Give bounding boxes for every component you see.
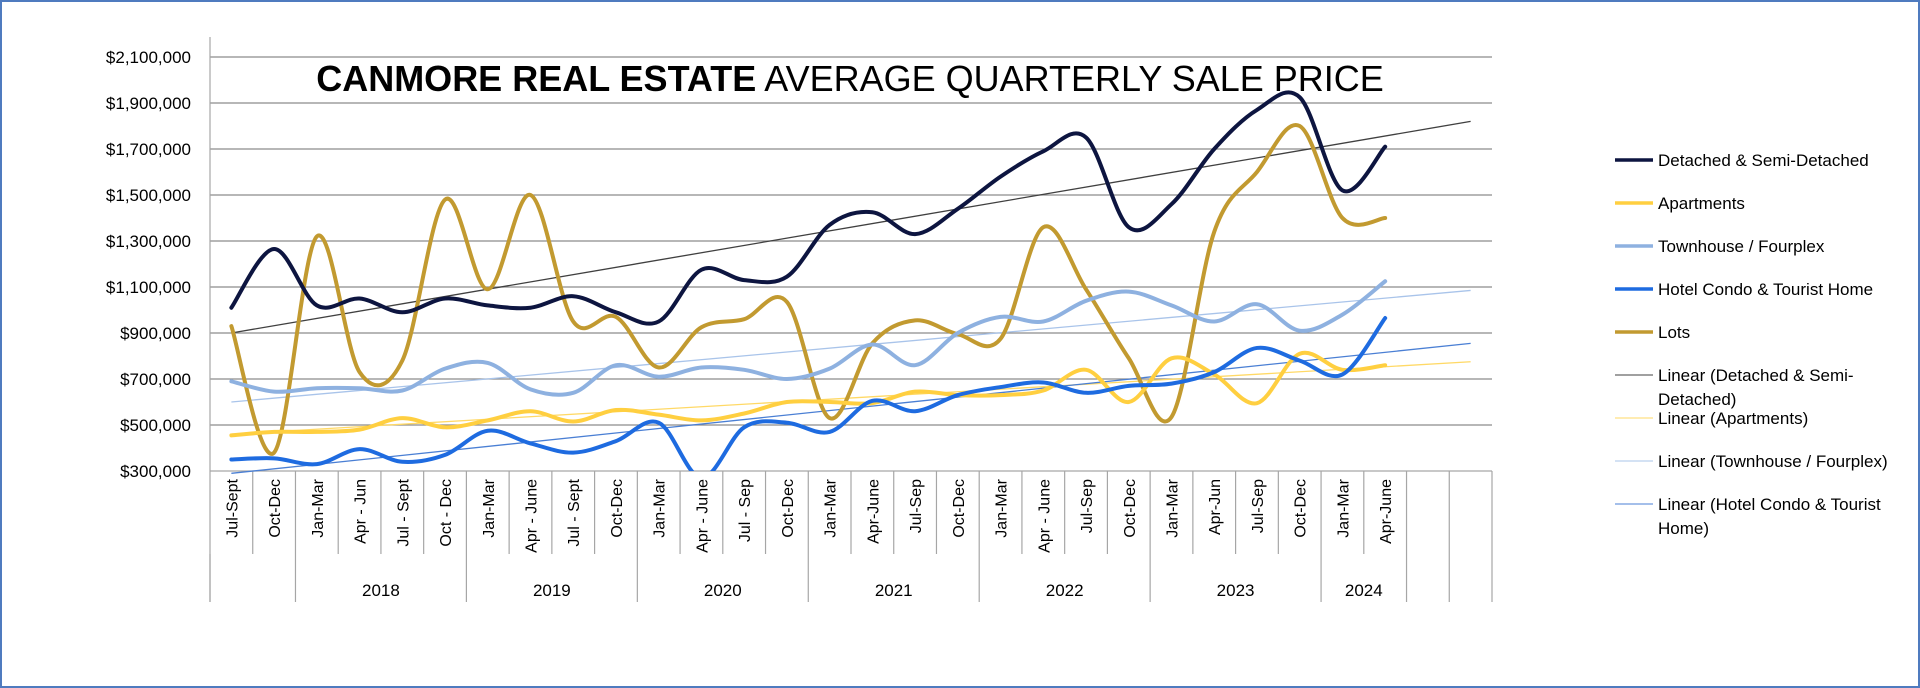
legend-label: Linear (Townhouse / Fourplex): [1658, 452, 1888, 471]
legend-label: Linear (Hotel Condo & Tourist: [1658, 495, 1881, 514]
x-tick-label: Oct-Dec: [951, 479, 968, 538]
year-label: 2023: [1217, 581, 1255, 600]
y-tick-label: $1,100,000: [106, 278, 191, 297]
year-label: 2018: [362, 581, 400, 600]
legend-label: Linear (Apartments): [1658, 409, 1808, 428]
y-tick-label: $1,300,000: [106, 232, 191, 251]
x-tick-label: Oct-Dec: [267, 479, 284, 538]
legend-label: Hotel Condo & Tourist Home: [1658, 280, 1873, 299]
x-tick-label: Jul-Sept: [224, 478, 241, 537]
legend-label: Detached): [1658, 390, 1736, 409]
x-tick-label: Jul-Sep: [1079, 479, 1096, 533]
x-tick-label: Oct-Dec: [780, 479, 797, 538]
x-axis: Jul-Sept Oct-Dec Jan-Mar Apr - Jun Jul - Sep…: [209, 37, 1493, 602]
legend-label: Home): [1658, 519, 1709, 538]
y-tick-label: $700,000: [120, 370, 191, 389]
year-label: 2019: [533, 581, 571, 600]
year-label: 2024: [1345, 581, 1383, 600]
y-tick-label: $900,000: [120, 324, 191, 343]
x-tick-label: Apr-June: [1378, 479, 1395, 544]
series-line: [229, 90, 1388, 326]
y-tick-label: $500,000: [120, 416, 191, 435]
x-tick-label: Oct-Dec: [609, 479, 626, 538]
legend-label: Lots: [1658, 323, 1690, 342]
legend-label: Linear (Detached & Semi-: [1658, 366, 1854, 385]
x-tick-label: Jan-Mar: [1335, 478, 1352, 537]
x-tick-label: Apr - Jun: [353, 479, 370, 544]
chart-title-rest: AVERAGE QUARTERLY SALE PRICE: [756, 58, 1384, 99]
legend-label: Detached & Semi-Detached: [1658, 151, 1869, 170]
series-line: [229, 123, 1388, 456]
x-tick-label: Jan-Mar: [652, 478, 669, 537]
y-axis: $300,000 $500,000 $700,000 $900,000 $1,100,0…: [106, 48, 191, 481]
x-tick-label: Jul-Sep: [908, 479, 925, 533]
legend-label: Townhouse / Fourplex: [1658, 237, 1825, 256]
x-tick-label: Apr - June: [694, 479, 711, 553]
trendline: [231, 120, 1471, 334]
x-tick-label: Jan-Mar: [481, 478, 498, 537]
year-label: 2020: [704, 581, 742, 600]
x-tick-label: Oct-Dec: [1293, 479, 1310, 538]
y-tick-label: $1,700,000: [106, 140, 191, 159]
x-tick-label: Oct-Dec: [1122, 479, 1139, 538]
x-tick-label: Jan-Mar: [1165, 478, 1182, 537]
x-tick-label: Jan-Mar: [310, 478, 327, 537]
x-tick-label: Jul - Sept: [566, 478, 583, 546]
x-tick-label: Apr - June: [1036, 479, 1053, 553]
y-tick-label: $2,100,000: [106, 48, 191, 67]
x-tick-label: Jul - Sep: [737, 479, 754, 542]
x-tick-label: Apr - June: [524, 479, 541, 553]
x-tick-label: Apr-Jun: [1207, 479, 1224, 535]
x-tick-label: Jan-Mar: [823, 478, 840, 537]
chart-title: CANMORE REAL ESTATE AVERAGE QUARTERLY SA…: [316, 58, 1384, 99]
chart-title-bold: CANMORE REAL ESTATE: [316, 58, 756, 99]
y-tick-label: $1,900,000: [106, 94, 191, 113]
x-tick-label: Oct - Dec: [438, 479, 455, 547]
series-line: [229, 316, 1388, 471]
x-tick-label: Jan-Mar: [994, 478, 1011, 537]
series-line: [229, 350, 1388, 438]
y-tick-label: $300,000: [120, 462, 191, 481]
trendline: [231, 342, 1471, 474]
legend: Detached & Semi-Detached Apartments Townho…: [1615, 151, 1888, 538]
trendline: [231, 361, 1471, 435]
year-label: 2022: [1046, 581, 1084, 600]
series-lines: [229, 90, 1388, 471]
y-tick-label: $1,500,000: [106, 186, 191, 205]
x-tick-label: Jul - Sept: [395, 478, 412, 546]
legend-label: Apartments: [1658, 194, 1745, 213]
x-tick-label: Jul-Sep: [1250, 479, 1267, 533]
year-label: 2021: [875, 581, 913, 600]
x-tick-label: Apr-June: [865, 479, 882, 544]
series-line: [229, 279, 1388, 397]
